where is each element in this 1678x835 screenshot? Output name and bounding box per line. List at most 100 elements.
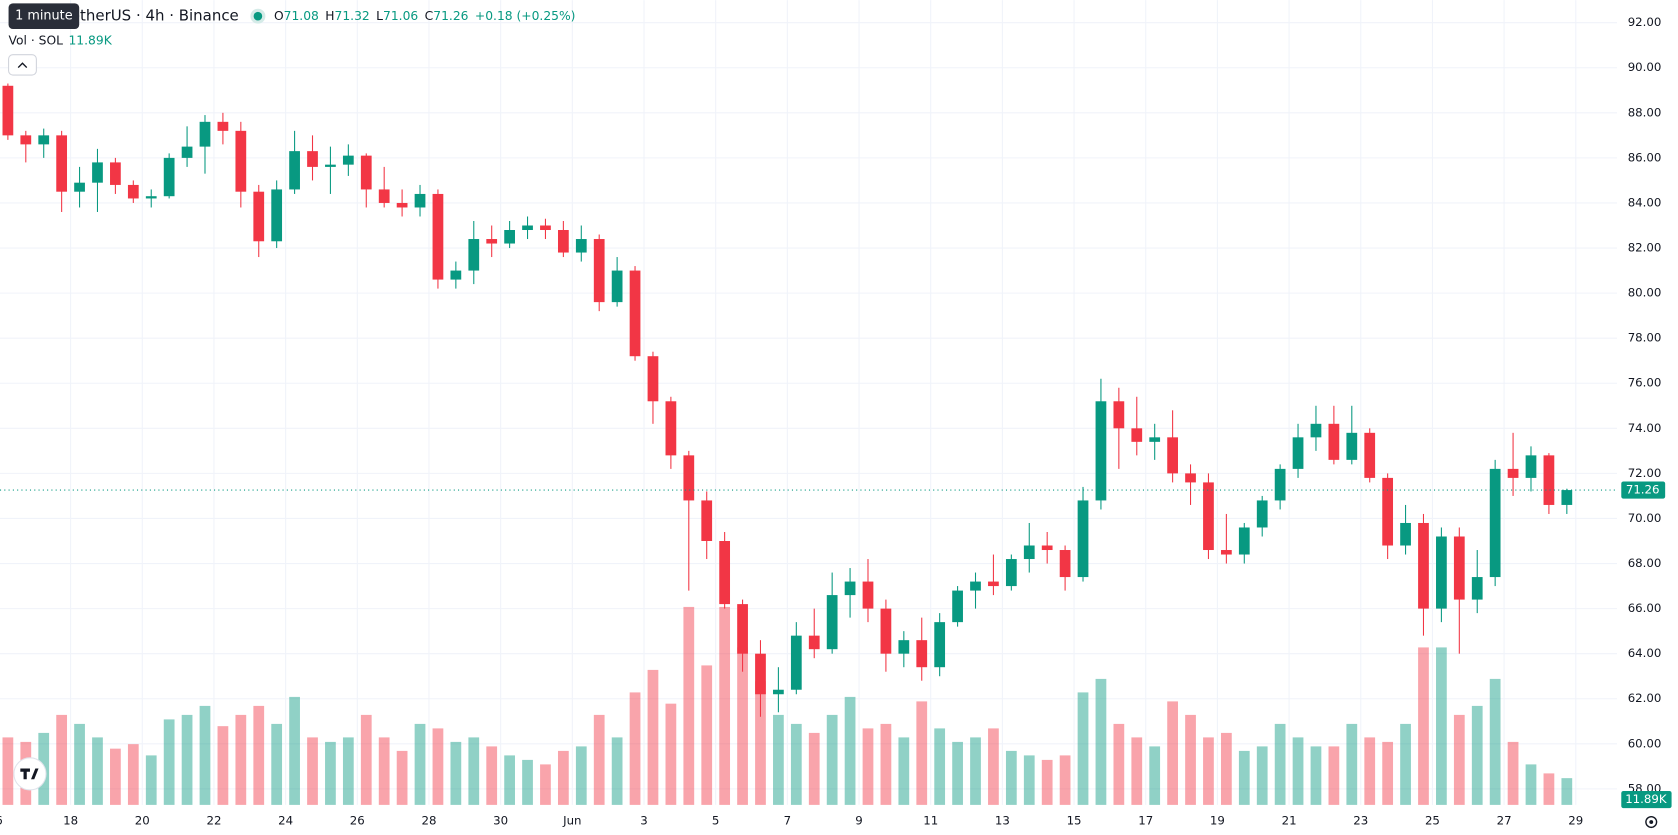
volume-bar (360, 714, 372, 805)
x-tick-label: 6 (0, 813, 3, 827)
volume-bar (719, 606, 731, 805)
candle-body (1220, 550, 1232, 555)
volume-bar (1238, 750, 1250, 805)
x-tick-label: 28 (421, 813, 436, 827)
volume-bar (880, 723, 892, 805)
candle-body (289, 151, 300, 190)
y-tick-label: 84.00 (1628, 195, 1662, 209)
volume-bar (1149, 746, 1161, 805)
volume-bar (683, 606, 695, 805)
x-tick-label: 15 (1067, 813, 1082, 827)
candle-body (1113, 401, 1125, 429)
x-tick-label: 21 (1282, 813, 1297, 827)
volume-bar (181, 714, 193, 805)
y-tick-label: 80.00 (1628, 286, 1662, 300)
candle-body (181, 146, 193, 158)
tooltip-text: 1 minute (15, 9, 73, 24)
y-tick-label: 78.00 (1628, 331, 1662, 345)
volume-bar (988, 728, 999, 805)
candle-body (217, 121, 229, 131)
candle-body (970, 581, 981, 591)
last-price-label: 71.26 (1626, 483, 1660, 497)
y-tick-label: 62.00 (1628, 691, 1662, 705)
y-tick-label: 66.00 (1628, 601, 1662, 615)
candle-body (163, 157, 175, 197)
logo[interactable] (13, 757, 47, 791)
candle-body (916, 640, 928, 668)
volume-bar (414, 723, 426, 805)
candle-body (522, 225, 533, 231)
candle-body (988, 581, 999, 587)
settings[interactable] (1645, 815, 1658, 829)
candle-body (378, 189, 390, 203)
candle-body (1471, 577, 1483, 600)
x-tick-label: 26 (350, 813, 365, 827)
last-volume-label: 11.89K (1625, 792, 1667, 806)
volume-bar (1310, 746, 1322, 805)
volume-value: 11.89K (68, 33, 112, 47)
volume-bar (862, 728, 874, 805)
volume-bar (1256, 746, 1268, 805)
tooltip (8, 3, 80, 30)
candle-body (683, 455, 695, 501)
candle-body (450, 270, 462, 280)
candle-body (396, 202, 408, 208)
volume-bar (1525, 764, 1537, 805)
volume-bar (1292, 737, 1304, 805)
volume-bar (1543, 773, 1555, 805)
candle-body (665, 401, 677, 456)
y-tick-label: 68.00 (1628, 556, 1662, 570)
candle-body (1346, 432, 1358, 460)
candle-body (1059, 550, 1071, 578)
volume-bar (557, 750, 569, 805)
candle-body (253, 191, 265, 242)
volume-bar (1418, 647, 1429, 805)
candle-body (56, 135, 68, 192)
candle-body (1095, 401, 1107, 501)
candle-body (1274, 468, 1286, 501)
candle-body (1041, 545, 1053, 551)
x-tick-label: 25 (1425, 813, 1440, 827)
volume-bar (665, 703, 677, 805)
volume-bar (1436, 647, 1447, 805)
candle-body (1203, 482, 1214, 551)
volume-bar (450, 741, 462, 805)
volume-bar (325, 741, 336, 805)
y-tick-label: 60.00 (1628, 736, 1662, 750)
y-tick-label: 92.00 (1628, 15, 1662, 29)
candle-body (1167, 437, 1178, 474)
candle-body (199, 121, 211, 147)
candle-body (1310, 423, 1322, 438)
volume-bar (1561, 778, 1573, 805)
volume-bar (1274, 723, 1286, 805)
candle-body (1382, 477, 1394, 546)
candle-body (880, 608, 892, 654)
x-tick-label: 3 (640, 813, 648, 827)
candle-body (1185, 473, 1196, 483)
volume-bar (289, 696, 300, 805)
volume-bar (1489, 678, 1501, 805)
volume-bar (540, 764, 551, 805)
candle-body (1489, 468, 1501, 578)
volume-bar (432, 728, 444, 805)
candle-body (1436, 536, 1447, 609)
volume-bar (253, 705, 265, 805)
candle-body (1023, 545, 1035, 560)
volume-bar (1453, 714, 1465, 805)
logo-mark (20, 768, 39, 780)
candle-body (701, 500, 713, 542)
volume-bar (916, 701, 928, 805)
candle-body (952, 590, 963, 623)
candle-body (1543, 455, 1555, 505)
volume-bar (468, 737, 480, 805)
last-volume-box (1621, 790, 1672, 809)
volume-bar (163, 719, 175, 805)
collapse-button[interactable] (8, 54, 37, 76)
candle-body (755, 653, 766, 695)
volume-bar (790, 723, 802, 805)
volume-bar (217, 726, 229, 805)
volume-bar (1220, 732, 1232, 805)
volume-bar (1113, 723, 1125, 805)
candle-body (235, 130, 247, 192)
volume-bar (898, 737, 910, 805)
